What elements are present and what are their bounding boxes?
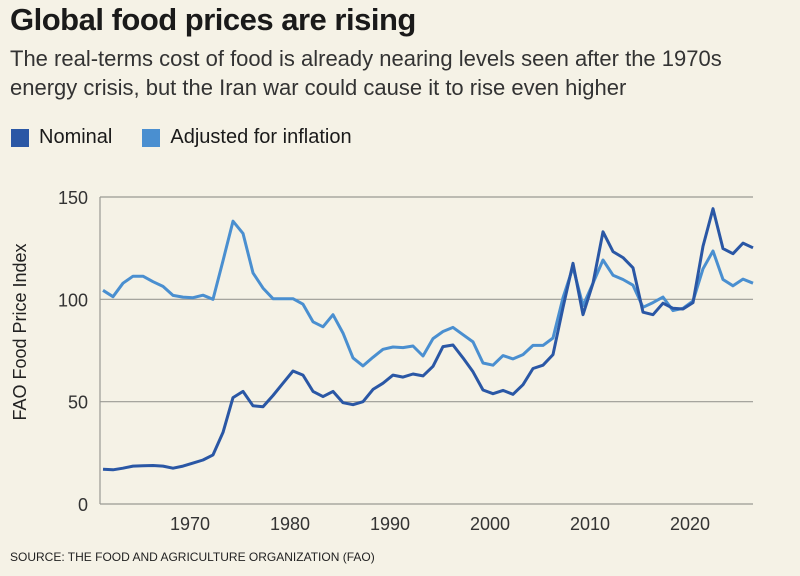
x-tick-label: 1990 (370, 514, 410, 534)
y-tick-label: 50 (68, 393, 88, 413)
legend-label-adjusted: Adjusted for inflation (170, 126, 352, 148)
x-tick-label: 1970 (170, 514, 210, 534)
x-tick-label: 2000 (470, 514, 510, 534)
legend-item-nominal: Nominal (11, 126, 112, 149)
legend-item-adjusted: Adjusted for inflation (142, 126, 352, 149)
legend-label-nominal: Nominal (39, 126, 113, 148)
y-tick-label: 100 (58, 290, 88, 310)
chart-title: Global food prices are rising (10, 2, 416, 37)
x-tick-label: 2010 (570, 514, 610, 534)
legend: Nominal Adjusted for inflation (11, 126, 352, 149)
y-axis-label: FAO Food Price Index (10, 243, 30, 420)
legend-swatch-adjusted (142, 128, 161, 147)
series-line-nominal (102, 207, 754, 472)
x-tick-label: 1980 (270, 514, 310, 534)
source-note: SOURCE: THE FOOD AND AGRICULTURE ORGANIZ… (10, 550, 375, 564)
x-tick-label: 2020 (670, 514, 710, 534)
y-tick-label: 0 (78, 495, 88, 515)
y-tick-label: 150 (58, 188, 88, 208)
legend-swatch-nominal (11, 128, 29, 147)
series-line-adjusted (102, 219, 754, 368)
chart-subtitle: The real-terms cost of food is already n… (10, 46, 722, 100)
